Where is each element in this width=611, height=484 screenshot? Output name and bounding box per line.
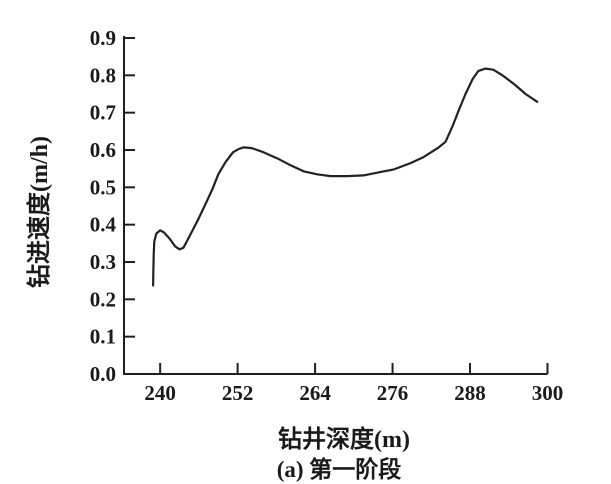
y-tick-label: 0.7 — [90, 101, 116, 125]
y-axis-title: 钻进速度(m/h) — [27, 136, 53, 288]
axes-lines — [123, 36, 548, 375]
x-tick-label: 264 — [299, 381, 331, 405]
y-tick-label: 0.6 — [90, 138, 116, 162]
y-tick-label: 0.4 — [90, 213, 117, 237]
x-tick-label: 276 — [377, 381, 409, 405]
y-tick-label: 0.0 — [90, 362, 116, 386]
x-tick-label: 288 — [454, 381, 486, 405]
x-tick-label: 252 — [222, 381, 254, 405]
data-line — [152, 67, 539, 287]
y-tick-label: 0.9 — [90, 26, 116, 50]
x-tick-label: 240 — [144, 381, 176, 405]
figure-caption: (a) 第一阶段 — [276, 457, 402, 482]
y-tick-label: 0.3 — [90, 250, 116, 274]
x-tick-label: 300 — [532, 381, 564, 405]
x-axis-title: 钻井深度(m) — [278, 427, 410, 453]
y-tick-label: 0.2 — [90, 287, 116, 311]
y-tick-label: 0.1 — [90, 325, 116, 349]
y-tick-label: 0.8 — [90, 63, 116, 87]
y-tick-label: 0.5 — [90, 175, 116, 199]
